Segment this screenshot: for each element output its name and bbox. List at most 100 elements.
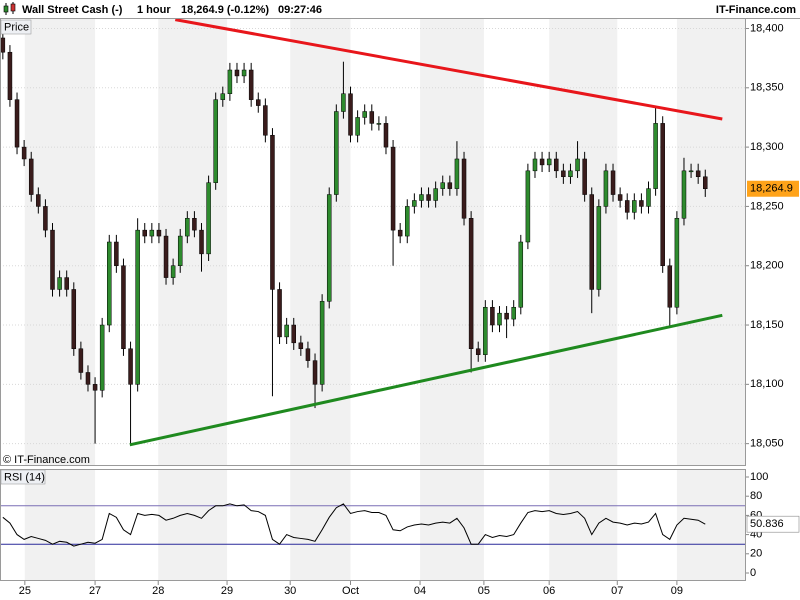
candle-body: [518, 241, 524, 308]
candle-body: [114, 241, 119, 266]
candle-body: [92, 384, 98, 391]
candle-body: [163, 235, 169, 278]
candle-body: [596, 206, 602, 290]
x-tick-label: 29: [221, 585, 233, 597]
candle-body: [603, 170, 609, 207]
x-tick-label: 04: [414, 585, 426, 597]
candle-body: [28, 158, 34, 195]
candle-body: [107, 241, 112, 326]
candle-body: [298, 342, 304, 350]
x-tick-label: 09: [671, 585, 683, 597]
candle-body: [412, 200, 417, 207]
brand: IT-Finance.com: [716, 4, 796, 16]
candle-body: [206, 182, 211, 255]
candle-body: [695, 170, 701, 178]
candle-body: [681, 170, 687, 219]
candle-body: [50, 229, 55, 290]
x-tick-label: Oct: [342, 585, 359, 597]
date-band: [676, 19, 745, 465]
y-tick-label: 18,350: [750, 82, 784, 94]
candle-body: [490, 306, 495, 326]
candle-body: [447, 182, 453, 189]
candle-body: [234, 69, 240, 77]
candle-body: [426, 194, 431, 201]
date-band: [290, 470, 351, 580]
candle-body: [703, 176, 708, 189]
trendline: [129, 313, 723, 447]
candle-body: [646, 188, 651, 207]
y-tick-label: 18,200: [750, 260, 784, 272]
x-tick-label: 06: [543, 585, 555, 597]
panel-label: Price: [4, 21, 29, 33]
candle-body: [376, 123, 382, 125]
candle-body: [461, 158, 467, 219]
candle-body: [554, 158, 559, 172]
date-band: [549, 470, 618, 580]
candle-body: [192, 218, 197, 231]
candle-body: [390, 146, 396, 231]
candle-body: [397, 229, 403, 237]
candle-body: [667, 265, 673, 308]
candle-body: [248, 69, 254, 100]
x-tick-label: 30: [284, 585, 296, 597]
candle-body: [185, 218, 190, 237]
date-band: [420, 19, 484, 465]
candle-body: [639, 200, 644, 207]
candle-body: [71, 289, 77, 350]
x-tick-label: 28: [152, 585, 164, 597]
candle-body: [149, 229, 155, 237]
candle-body: [362, 111, 367, 118]
candle-body: [405, 206, 410, 237]
candle-body: [170, 265, 176, 278]
candle-body: [135, 229, 140, 385]
candle-body: [21, 146, 27, 160]
candle-body: [468, 218, 474, 350]
candle-body: [7, 51, 13, 100]
candle-body: [624, 200, 630, 213]
candle-body: [36, 194, 41, 207]
panel-label: RSI (14): [4, 471, 45, 483]
y-tick-label: 18,400: [750, 22, 784, 34]
candle-body: [511, 306, 516, 320]
candle-body: [589, 194, 594, 290]
candle-body: [128, 348, 133, 385]
candle-body: [14, 99, 20, 148]
candle-body: [483, 306, 488, 355]
plot-layer: 25 27 28 29 30 Oct 04 05 06 07 09 18,050 18,100 18,15…: [0, 18, 800, 597]
date-band: [420, 470, 484, 580]
date-band: [24, 470, 96, 580]
panel-label-box: [0, 19, 32, 35]
candle-body: [348, 93, 353, 136]
y-tick-label: 18,300: [750, 141, 784, 153]
date-band: [676, 470, 745, 580]
candle-body: [312, 360, 318, 385]
candle-body: [177, 235, 183, 266]
candle-body: [341, 93, 346, 112]
candle-body: [78, 348, 84, 373]
candle-body: [334, 111, 339, 195]
y-tick-label: 18,250: [750, 200, 784, 212]
candle-body: [220, 93, 226, 100]
candle-body: [227, 69, 233, 94]
candle-body: [270, 134, 275, 290]
candle-body: [213, 99, 218, 183]
time: 09:27:46: [278, 4, 322, 16]
y-tick-label: 18,050: [750, 438, 784, 450]
x-tick-label: 07: [611, 585, 623, 597]
candle-body: [617, 194, 623, 201]
instrument: Wall Street Cash (-): [22, 4, 123, 16]
date-band: [24, 19, 96, 465]
candle-body: [561, 170, 566, 178]
candle-body: [532, 158, 538, 172]
candle-body: [64, 277, 69, 290]
candle-body: [199, 229, 204, 255]
candle-body: [575, 158, 580, 172]
app-icon: [3, 2, 16, 15]
candle-body: [433, 188, 438, 201]
candle-body: [319, 301, 325, 385]
candle-body: [355, 117, 360, 136]
candle-body: [497, 312, 502, 326]
candle-body: [440, 182, 445, 189]
candle-body: [284, 324, 289, 338]
